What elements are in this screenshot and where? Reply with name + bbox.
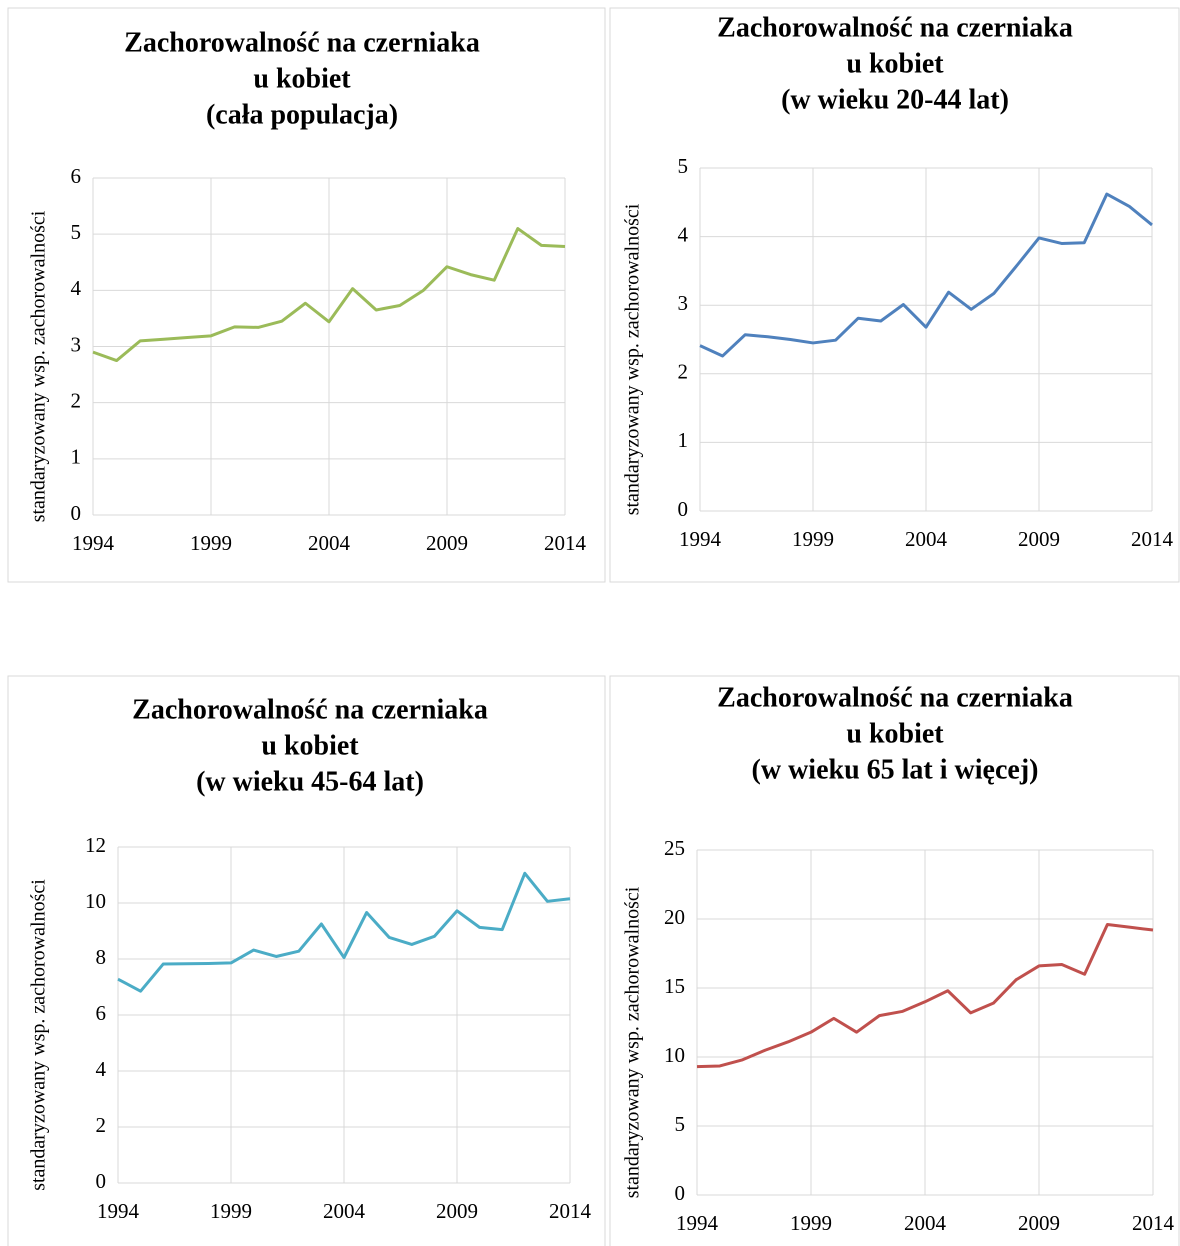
x-tick-label: 2014 — [544, 531, 587, 555]
chart-title: (cała populacja) — [206, 99, 398, 130]
y-tick-label: 6 — [96, 1001, 107, 1025]
y-tick-label: 4 — [71, 276, 82, 300]
x-tick-label: 1999 — [190, 531, 232, 555]
y-axis-label: standaryzowany wsp. zachorowalności — [622, 886, 644, 1198]
x-tick-label: 2014 — [549, 1199, 592, 1223]
x-tick-label: 2004 — [904, 1211, 947, 1235]
chart-title: (w wieku 45-64 lat) — [196, 766, 424, 797]
y-tick-label: 0 — [675, 1181, 686, 1205]
x-tick-label: 1999 — [210, 1199, 252, 1223]
chart-title: u kobiet — [253, 63, 351, 94]
y-tick-label: 1 — [71, 445, 82, 469]
chart-title: Zachorowalność na czerniaka — [132, 694, 488, 725]
chart-title: Zachorowalność na czerniaka — [717, 682, 1073, 713]
chart-title: Zachorowalność na czerniaka — [124, 27, 480, 58]
chart-title: u kobiet — [261, 730, 359, 761]
data-line — [117, 871, 571, 993]
data-line — [699, 192, 1153, 358]
panel-frame — [7, 7, 606, 583]
y-tick-label: 8 — [96, 945, 107, 969]
x-tick-label: 1999 — [790, 1211, 832, 1235]
data-line — [696, 923, 1154, 1069]
x-tick-label: 2004 — [323, 1199, 366, 1223]
x-tick-label: 2009 — [1018, 527, 1060, 551]
y-tick-label: 0 — [96, 1169, 107, 1193]
y-tick-label: 5 — [71, 220, 82, 244]
y-tick-label: 2 — [71, 388, 82, 412]
y-tick-label: 5 — [678, 154, 689, 178]
chart-title: Zachorowalność na czerniaka — [717, 12, 1073, 43]
chart-title: u kobiet — [846, 48, 944, 79]
y-tick-label: 10 — [664, 1043, 685, 1067]
chart-title: (w wieku 65 lat i więcej) — [752, 754, 1039, 785]
y-tick-label: 12 — [85, 833, 106, 857]
y-tick-label: 2 — [678, 360, 689, 384]
x-tick-label: 2009 — [436, 1199, 478, 1223]
panel-frame — [609, 7, 1180, 583]
y-tick-label: 15 — [664, 974, 685, 998]
y-axis-label: standaryzowany wsp. zachorowalności — [28, 210, 50, 522]
chart-title: u kobiet — [846, 718, 944, 749]
y-tick-label: 3 — [678, 291, 689, 315]
y-tick-label: 0 — [678, 497, 689, 521]
y-tick-label: 10 — [85, 889, 106, 913]
x-tick-label: 1994 — [72, 531, 115, 555]
x-tick-label: 1999 — [792, 527, 834, 551]
x-tick-label: 2009 — [1018, 1211, 1060, 1235]
x-tick-label: 2014 — [1131, 527, 1174, 551]
y-tick-label: 0 — [71, 501, 82, 525]
y-tick-label: 2 — [96, 1113, 107, 1137]
panel-frame — [609, 675, 1180, 1246]
x-tick-label: 2004 — [905, 527, 948, 551]
x-tick-label: 1994 — [97, 1199, 140, 1223]
x-tick-label: 2004 — [308, 531, 351, 555]
x-tick-label: 2014 — [1132, 1211, 1175, 1235]
y-tick-label: 6 — [71, 164, 82, 188]
y-tick-label: 25 — [664, 836, 685, 860]
data-line — [92, 227, 566, 363]
panel-frame — [7, 675, 606, 1246]
y-tick-label: 5 — [675, 1112, 686, 1136]
y-tick-label: 3 — [71, 332, 82, 356]
chart-title: (w wieku 20-44 lat) — [781, 84, 1009, 115]
y-tick-label: 4 — [96, 1057, 107, 1081]
x-tick-label: 1994 — [676, 1211, 719, 1235]
x-tick-label: 2009 — [426, 531, 468, 555]
y-tick-label: 20 — [664, 905, 685, 929]
y-axis-label: standaryzowany wsp. zachorowalności — [28, 879, 50, 1191]
y-axis-label: standaryzowany wsp. zachorowalności — [622, 203, 644, 515]
y-tick-label: 4 — [678, 222, 689, 246]
x-tick-label: 1994 — [679, 527, 722, 551]
y-tick-label: 1 — [678, 428, 689, 452]
